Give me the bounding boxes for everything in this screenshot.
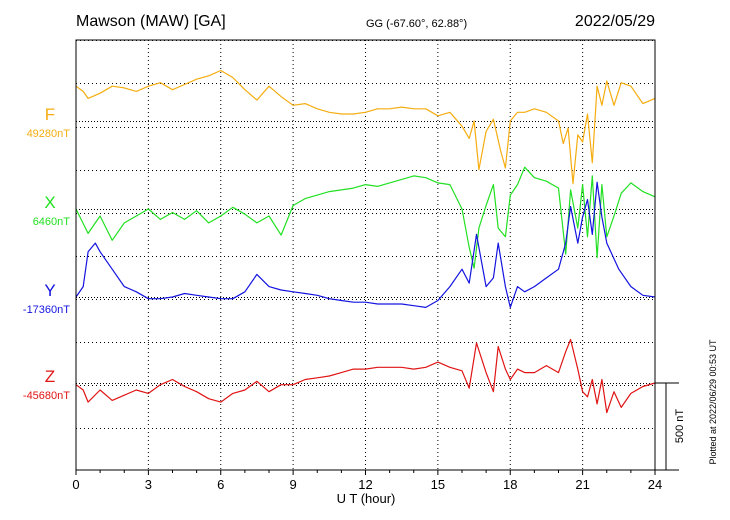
trace-y [75,181,656,308]
x-tick-label: 6 [217,477,224,492]
scale-bar-label: 500 nT [674,409,686,444]
x-axis-label: U T (hour) [337,491,396,506]
station-coordinates: GG (-67.60°, 62.88°) [366,18,467,30]
scale-bar: 500 nT [655,382,686,471]
grid-lines [76,40,655,470]
trace-z [75,338,656,414]
baseline-value-y: -17360nT [23,304,70,316]
data-traces [75,69,656,414]
trace-x [75,166,656,269]
baseline-value-x: 6460nT [33,216,71,228]
x-tick-label: 21 [575,477,589,492]
x-tick-label: 24 [648,477,662,492]
date-label: 2022/05/29 [575,13,655,30]
component-labels: F 49280nT X 6460nT Y -17360nT Z -45680nT [23,105,70,402]
component-label-x: X [44,193,55,212]
component-label-y: Y [44,281,55,300]
x-tick-label: 3 [145,477,152,492]
station-title: Mawson (MAW) [GA] [76,13,226,30]
plotted-timestamp: Plotted at 2022/06/29 00:53 UT [708,339,718,465]
baseline-value-f: 49280nT [27,128,71,140]
x-tick-label: 15 [431,477,445,492]
component-label-z: Z [45,367,55,386]
component-label-f: F [45,105,55,124]
x-tick-label: 9 [290,477,297,492]
trace-f [75,69,656,185]
baseline-value-z: -45680nT [23,390,70,402]
x-axis-ticks: 0 3 6 9 12 15 18 21 24 [72,470,662,492]
x-tick-label: 18 [503,477,517,492]
x-tick-label: 12 [358,477,372,492]
x-tick-label: 0 [72,477,79,492]
